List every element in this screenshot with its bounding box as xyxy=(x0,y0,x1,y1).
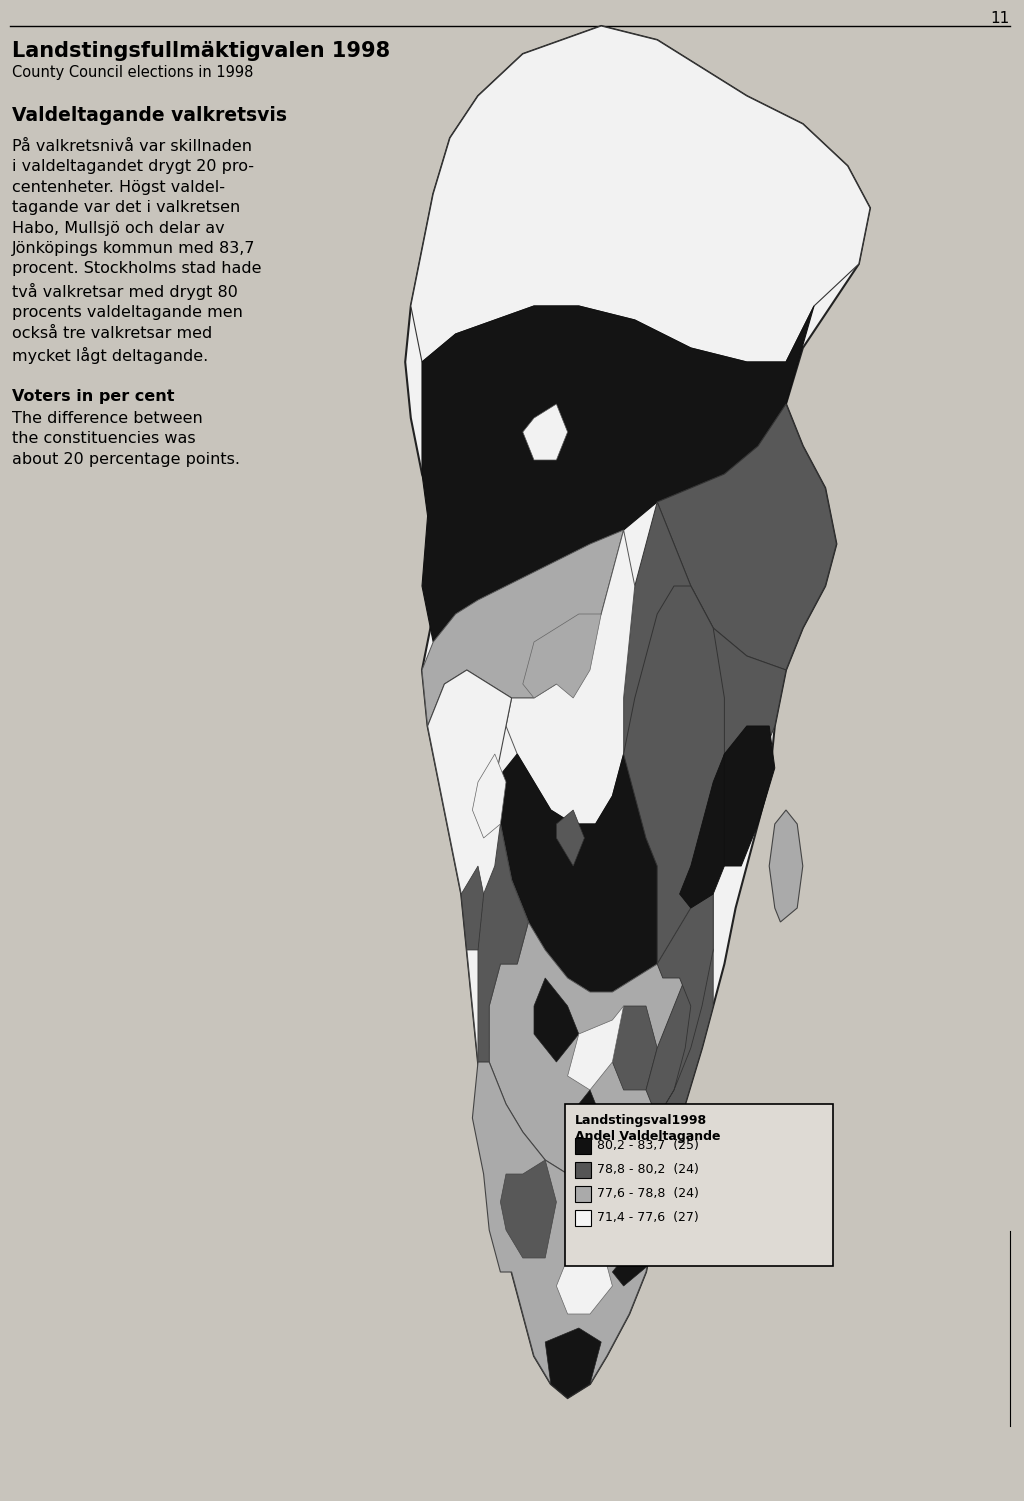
Polygon shape xyxy=(567,1090,601,1174)
Polygon shape xyxy=(612,1006,657,1090)
Polygon shape xyxy=(472,754,506,838)
Text: County Council elections in 1998: County Council elections in 1998 xyxy=(12,65,253,80)
Text: 11: 11 xyxy=(991,11,1010,26)
Text: Landstingsval1998: Landstingsval1998 xyxy=(575,1114,708,1127)
Polygon shape xyxy=(506,530,635,824)
Polygon shape xyxy=(428,669,528,1063)
Polygon shape xyxy=(646,922,713,1160)
Polygon shape xyxy=(713,726,775,866)
Polygon shape xyxy=(545,1328,601,1397)
Polygon shape xyxy=(422,530,624,726)
Polygon shape xyxy=(556,811,585,866)
Polygon shape xyxy=(461,866,483,950)
Polygon shape xyxy=(612,1216,657,1286)
Polygon shape xyxy=(501,1160,556,1258)
Bar xyxy=(575,1162,591,1178)
Text: På valkretsnivå var skillnaden
i valdeltagandet drygt 20 pro-
centenheter. Högst: På valkretsnivå var skillnaden i valdelt… xyxy=(12,140,261,363)
Polygon shape xyxy=(657,895,713,1118)
Bar xyxy=(575,1138,591,1154)
Polygon shape xyxy=(556,1244,612,1313)
Polygon shape xyxy=(567,1006,624,1090)
Polygon shape xyxy=(406,26,870,1397)
Polygon shape xyxy=(422,306,814,642)
Text: 80,2 - 83,7  (25): 80,2 - 83,7 (25) xyxy=(597,1139,698,1153)
Polygon shape xyxy=(624,585,724,964)
Text: 71,4 - 77,6  (27): 71,4 - 77,6 (27) xyxy=(597,1211,698,1225)
Polygon shape xyxy=(411,26,870,362)
Polygon shape xyxy=(523,614,601,698)
Text: 77,6 - 78,8  (24): 77,6 - 78,8 (24) xyxy=(597,1187,698,1201)
Polygon shape xyxy=(624,501,786,866)
Polygon shape xyxy=(657,404,837,669)
Polygon shape xyxy=(523,404,567,459)
Polygon shape xyxy=(534,979,579,1063)
Polygon shape xyxy=(680,754,724,908)
Bar xyxy=(575,1186,591,1202)
Text: 78,8 - 80,2  (24): 78,8 - 80,2 (24) xyxy=(597,1163,698,1177)
Bar xyxy=(575,1210,591,1226)
Text: The difference between
the constituencies was
about 20 percentage points.: The difference between the constituencie… xyxy=(12,411,240,467)
Polygon shape xyxy=(495,754,702,992)
Polygon shape xyxy=(769,811,803,922)
Text: Andel Valdeltagande: Andel Valdeltagande xyxy=(575,1130,721,1142)
Bar xyxy=(565,1105,833,1265)
Polygon shape xyxy=(472,1063,685,1397)
Text: Voters in per cent: Voters in per cent xyxy=(12,389,174,404)
Text: Valdeltagande valkretsvis: Valdeltagande valkretsvis xyxy=(12,107,287,125)
Polygon shape xyxy=(489,866,713,1174)
Text: Landstingsfullmäktigvalen 1998: Landstingsfullmäktigvalen 1998 xyxy=(12,41,390,62)
Polygon shape xyxy=(478,824,528,1063)
